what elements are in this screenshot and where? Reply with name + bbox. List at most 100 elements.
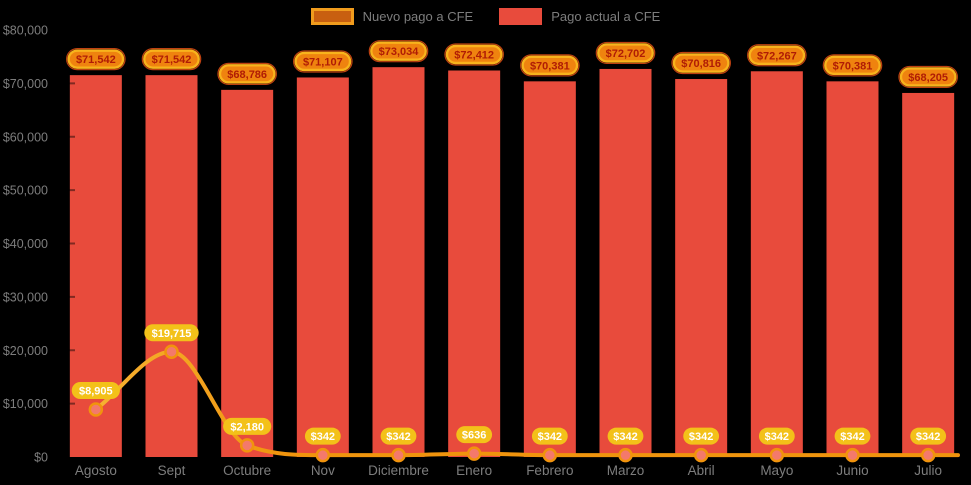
line-point-nov: [315, 447, 331, 463]
line-value-badge: $19,715: [144, 324, 199, 342]
x-axis-label-febrero: Febrero: [526, 463, 573, 478]
svg-text:$70,381: $70,381: [833, 60, 873, 72]
x-axis-label-octubre: Octubre: [223, 463, 271, 478]
chart-legend: Nuevo pago a CFE Pago actual a CFE: [0, 8, 971, 25]
bar-marzo: [599, 68, 652, 458]
bar-value-badge: $68,205: [898, 65, 958, 89]
svg-text:$68,786: $68,786: [227, 69, 267, 81]
x-axis-label-abril: Abril: [688, 463, 715, 478]
bar-junio: [826, 81, 879, 457]
y-axis-label: $30,000: [3, 290, 48, 304]
line-value-badge: $342: [607, 427, 644, 445]
x-axis-label-nov: Nov: [311, 463, 335, 478]
x-axis-label-enero: Enero: [456, 463, 492, 478]
y-axis-label: $50,000: [3, 184, 48, 198]
bar-abril: [675, 79, 728, 458]
svg-text:$19,715: $19,715: [152, 328, 192, 340]
bar-value-badge: $72,267: [747, 44, 807, 67]
legend-swatch-nuevo-pago-icon: [310, 8, 354, 25]
line-point-marzo: [618, 447, 633, 463]
bar-febrero: [523, 81, 576, 457]
bar-diciembre: [372, 67, 425, 457]
svg-text:$342: $342: [613, 431, 637, 443]
bar-enero: [448, 70, 501, 458]
svg-text:$70,816: $70,816: [681, 58, 721, 70]
y-axis-label: $10,000: [3, 397, 48, 411]
bar-nov: [296, 77, 349, 458]
svg-text:$8,905: $8,905: [79, 385, 113, 397]
y-axis-label: $20,000: [3, 344, 48, 358]
legend-item-pago-actual[interactable]: Pago actual a CFE: [499, 8, 660, 25]
line-value-badge: $342: [304, 427, 341, 445]
line-point-febrero: [542, 447, 558, 463]
bar-agosto: [69, 75, 122, 457]
y-axis-label: $80,000: [3, 24, 48, 38]
svg-text:$342: $342: [689, 431, 713, 443]
svg-text:$68,205: $68,205: [908, 72, 948, 84]
legend-swatch-pago-actual-icon: [499, 8, 543, 25]
bar-value-badge: $72,412: [444, 43, 504, 66]
line-value-badge: $342: [834, 427, 871, 445]
svg-text:$342: $342: [765, 431, 789, 443]
line-value-badge: $342: [910, 427, 947, 445]
line-point-enero: [466, 446, 482, 461]
svg-text:$70,381: $70,381: [530, 60, 570, 72]
line-value-badge: $342: [380, 427, 417, 445]
svg-text:$73,034: $73,034: [379, 46, 420, 58]
bar-value-badge: $71,542: [66, 48, 126, 71]
bar-sept: [145, 75, 198, 457]
line-point-junio: [845, 447, 860, 463]
x-axis-label-marzo: Marzo: [607, 463, 645, 478]
svg-text:$342: $342: [840, 431, 864, 443]
line-point-octubre: [239, 438, 255, 453]
x-axis-label-mayo: Mayo: [760, 463, 793, 478]
line-value-badge: $2,180: [223, 417, 272, 435]
bar-mayo: [750, 71, 803, 457]
line-point-mayo: [769, 447, 785, 463]
x-axis-label-diciembre: Diciembre: [368, 463, 429, 478]
svg-text:$71,107: $71,107: [303, 56, 343, 68]
y-axis-label: $60,000: [3, 130, 48, 144]
svg-text:$342: $342: [916, 431, 940, 443]
bar-julio: [902, 92, 955, 457]
svg-text:$2,180: $2,180: [230, 421, 264, 433]
y-axis-label: $0: [34, 451, 48, 465]
line-value-badge: $342: [758, 427, 795, 445]
line-point-abril: [693, 447, 709, 463]
svg-text:$342: $342: [538, 431, 562, 443]
bar-value-badge: $68,786: [217, 62, 277, 85]
legend-label-nuevo-pago: Nuevo pago a CFE: [362, 9, 474, 24]
svg-text:$71,542: $71,542: [152, 54, 192, 66]
svg-text:$636: $636: [462, 430, 486, 442]
legend-item-nuevo-pago[interactable]: Nuevo pago a CFE: [310, 8, 474, 25]
x-axis-label-agosto: Agosto: [75, 463, 117, 478]
bar-value-badge: $70,381: [822, 54, 883, 77]
y-axis-label: $40,000: [3, 237, 48, 251]
svg-text:$72,412: $72,412: [454, 50, 494, 62]
line-value-badge: $636: [456, 426, 493, 444]
svg-text:$72,702: $72,702: [606, 48, 646, 60]
svg-text:$72,267: $72,267: [757, 50, 797, 62]
line-value-badge: $342: [531, 427, 568, 445]
bar-value-badge: $70,816: [671, 51, 731, 75]
line-point-agosto: [88, 402, 104, 417]
svg-text:$71,542: $71,542: [76, 54, 116, 66]
bar-value-badge: $73,034: [368, 40, 429, 63]
line-point-julio: [920, 447, 936, 463]
bar-value-badge: $71,542: [141, 48, 202, 71]
bar-octubre: [221, 89, 274, 457]
line-point-diciembre: [391, 447, 406, 463]
line-value-badge: $8,905: [71, 381, 120, 399]
line-point-sept: [164, 344, 179, 360]
svg-text:$342: $342: [386, 431, 410, 443]
x-axis-label-julio: Julio: [914, 463, 942, 478]
x-axis-label-sept: Sept: [158, 463, 186, 478]
bar-value-badge: $70,381: [520, 54, 580, 77]
legend-label-pago-actual: Pago actual a CFE: [551, 9, 661, 24]
bar-value-badge: $72,702: [595, 41, 656, 65]
x-axis-label-junio: Junio: [836, 463, 868, 478]
svg-text:$342: $342: [311, 431, 335, 443]
bar-value-badge: $71,107: [293, 50, 353, 73]
